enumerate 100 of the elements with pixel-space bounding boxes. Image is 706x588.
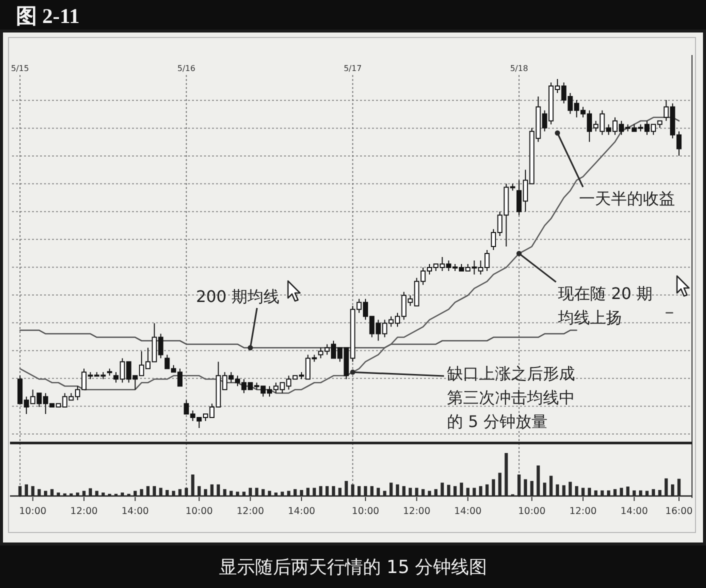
bar xyxy=(312,488,316,496)
x-tick-label: 5/15 xyxy=(11,64,29,73)
bar xyxy=(140,489,144,496)
bar xyxy=(306,488,310,496)
bar xyxy=(159,488,162,496)
bar xyxy=(274,492,278,496)
bar xyxy=(658,490,662,496)
x-tick-label: 12:00 xyxy=(569,506,597,517)
bar xyxy=(549,476,553,496)
bar xyxy=(152,486,156,496)
bar xyxy=(370,486,374,496)
bar xyxy=(594,490,598,496)
bar xyxy=(262,489,265,496)
bar xyxy=(613,489,617,496)
x-tick-label: 5/17 xyxy=(344,64,362,73)
x-tick-label: 12:00 xyxy=(70,506,98,517)
bar xyxy=(216,484,220,496)
bar xyxy=(460,482,464,496)
bar xyxy=(38,489,41,496)
bar xyxy=(408,488,412,496)
bar xyxy=(280,492,284,496)
x-tick-label: 5/16 xyxy=(177,64,196,73)
bar xyxy=(102,492,105,496)
x-tick-label: 12:00 xyxy=(402,506,430,517)
bar xyxy=(389,482,393,496)
x-tick-label: 10:00 xyxy=(185,506,213,517)
bar xyxy=(88,488,92,496)
x-tick-label: 16:00 xyxy=(665,506,693,517)
bar xyxy=(620,488,624,496)
bar xyxy=(524,479,528,496)
bar xyxy=(242,492,246,496)
bar xyxy=(588,488,592,496)
bar xyxy=(556,484,560,496)
bar xyxy=(428,490,432,496)
bar xyxy=(645,490,649,496)
bar xyxy=(210,484,214,496)
x-tick-label: 14:00 xyxy=(121,506,149,517)
annotation: 现在随 20 期均线上扬 xyxy=(557,284,653,327)
bar xyxy=(358,486,361,496)
bar xyxy=(332,486,336,496)
bar xyxy=(319,486,322,496)
x-tick-label: 10:00 xyxy=(19,506,46,517)
annotation: 一天半的收益 xyxy=(579,189,675,208)
bar xyxy=(479,486,482,496)
annotation: 200 期均线 xyxy=(196,287,280,306)
bar xyxy=(453,486,457,496)
bar xyxy=(178,489,182,496)
bar xyxy=(230,490,233,496)
bar xyxy=(536,465,540,496)
chart-title: 图 2-11 xyxy=(16,4,80,28)
annotation: 缺口上涨之后形成第三次冲击均线中的 5 分钟放量 xyxy=(447,364,575,431)
bar xyxy=(575,486,578,496)
x-tick-label: 14:00 xyxy=(620,506,648,517)
x-tick-label: 10:00 xyxy=(352,506,380,517)
bar xyxy=(338,488,342,496)
bar xyxy=(383,490,386,496)
bar xyxy=(18,486,22,496)
bar xyxy=(268,490,272,496)
bar xyxy=(376,488,380,496)
x-tick-label: 10:00 xyxy=(518,506,546,517)
candlestick xyxy=(107,368,112,376)
text: 显示随后两天行情的 15 分钟线图 xyxy=(218,557,488,578)
x-tick-label: 5/18 xyxy=(510,64,528,73)
bar xyxy=(76,492,80,496)
bar xyxy=(50,489,54,496)
bar xyxy=(492,479,496,496)
bar xyxy=(120,492,124,496)
x-tick-label: 14:00 xyxy=(454,506,482,517)
bar xyxy=(434,489,438,496)
bar xyxy=(351,484,354,496)
bar xyxy=(204,489,208,496)
bar xyxy=(191,474,194,496)
bar xyxy=(56,492,60,496)
bar xyxy=(63,493,66,496)
bar xyxy=(236,492,240,496)
bar xyxy=(485,484,489,496)
bar xyxy=(255,488,258,496)
x-tick-label: 12:00 xyxy=(236,506,264,517)
bar xyxy=(671,484,674,496)
bar xyxy=(472,488,476,496)
bar xyxy=(607,490,610,496)
bar xyxy=(223,489,226,496)
bar xyxy=(543,482,546,496)
bar xyxy=(24,484,28,496)
bar xyxy=(184,488,188,496)
bar xyxy=(504,453,508,496)
bar xyxy=(287,490,290,496)
bar xyxy=(95,490,98,496)
bar xyxy=(440,482,444,496)
bar xyxy=(294,489,297,496)
bar xyxy=(562,485,566,496)
bar xyxy=(44,490,48,496)
bar xyxy=(639,490,642,496)
bar xyxy=(421,489,425,496)
bar xyxy=(172,490,176,496)
bar xyxy=(517,474,521,496)
bar xyxy=(166,490,169,496)
bar xyxy=(664,478,668,496)
bar xyxy=(568,482,572,496)
bar xyxy=(600,490,604,496)
